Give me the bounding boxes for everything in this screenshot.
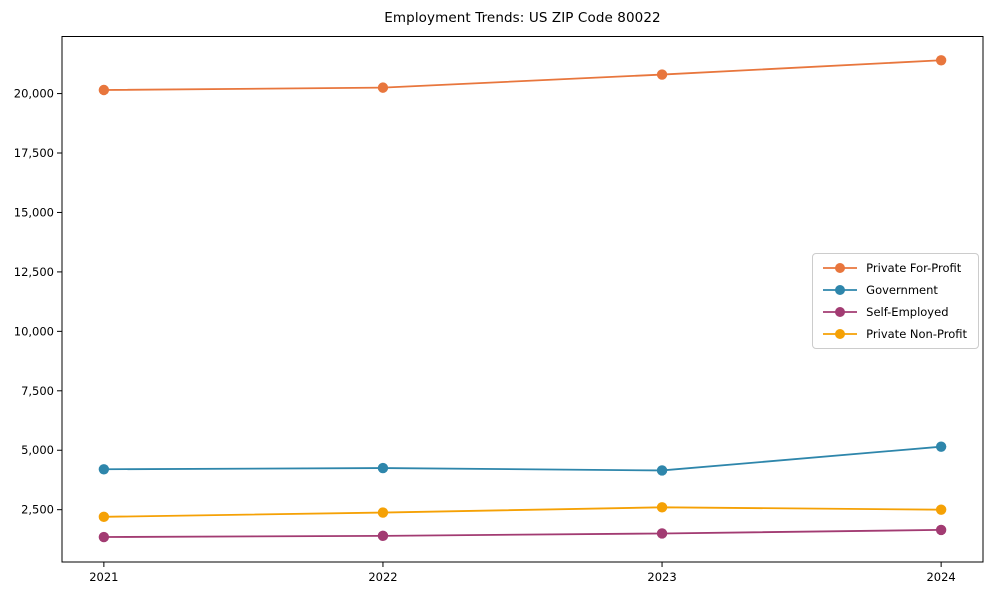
plot-border	[61, 36, 984, 563]
data-point-government-2024	[935, 441, 947, 452]
legend-label-private-for-profit: Private For-Profit	[866, 260, 962, 275]
series-line-private-for-profit	[103, 59, 942, 91]
data-point-government-2021	[98, 464, 110, 475]
data-point-private-non-profit-2021	[98, 511, 110, 523]
y-tick-label: 20,000	[14, 87, 54, 101]
data-point-self-employed-2021	[98, 531, 110, 543]
data-point-government-2023	[656, 465, 668, 476]
legend-label-self-employed: Self-Employed	[866, 304, 949, 319]
series-line-private-non-profit	[103, 506, 942, 518]
data-point-private-non-profit-2024	[935, 504, 947, 515]
y-tick-label: 10,000	[14, 324, 54, 338]
legend-item-self-employed: Self-Employed	[822, 304, 967, 319]
data-point-private-for-profit-2023	[656, 69, 668, 80]
legend-label-private-non-profit: Private Non-Profit	[866, 326, 967, 341]
legend-marker-private-non-profit	[823, 328, 858, 339]
series-line-self-employed	[103, 528, 942, 538]
data-point-self-employed-2024	[935, 524, 947, 536]
y-tick-label: 7,500	[21, 384, 54, 398]
x-tick-label: 2023	[647, 570, 676, 584]
y-tick-label: 2,500	[21, 503, 54, 517]
data-point-private-for-profit-2024	[935, 55, 947, 66]
data-point-government-2022	[377, 462, 389, 474]
legend-item-government: Government	[822, 282, 967, 297]
legend-label-government: Government	[866, 282, 938, 297]
legend-marker-private-for-profit	[823, 262, 858, 273]
y-tick-label: 15,000	[14, 205, 54, 219]
legend-marker-government	[823, 284, 858, 295]
x-tick-label: 2021	[89, 570, 118, 584]
series-line-government	[103, 445, 942, 472]
data-point-self-employed-2022	[377, 530, 389, 542]
data-point-private-for-profit-2021	[98, 84, 110, 96]
data-point-private-for-profit-2022	[377, 82, 389, 93]
y-tick-label: 5,000	[21, 443, 54, 457]
legend-marker-self-employed	[823, 306, 858, 317]
x-tick-label: 2022	[368, 570, 397, 584]
plot-group: 2,500 5,000 7,500 10,000 12,500 15,000 17,500 2…	[14, 36, 984, 584]
chart-title: Employment Trends: US ZIP Code 80022	[384, 10, 661, 26]
data-point-private-non-profit-2022	[377, 507, 389, 518]
legend: Private For-Profit Government Self-Employe…	[812, 253, 979, 349]
x-tick-label: 2024	[926, 570, 955, 584]
data-point-self-employed-2023	[656, 528, 668, 539]
legend-item-private-for-profit: Private For-Profit	[822, 260, 967, 275]
y-tick-label: 17,500	[14, 146, 54, 160]
data-point-private-non-profit-2023	[656, 502, 668, 513]
y-tick-label: 12,500	[14, 265, 54, 279]
legend-item-private-non-profit: Private Non-Profit	[822, 326, 967, 341]
